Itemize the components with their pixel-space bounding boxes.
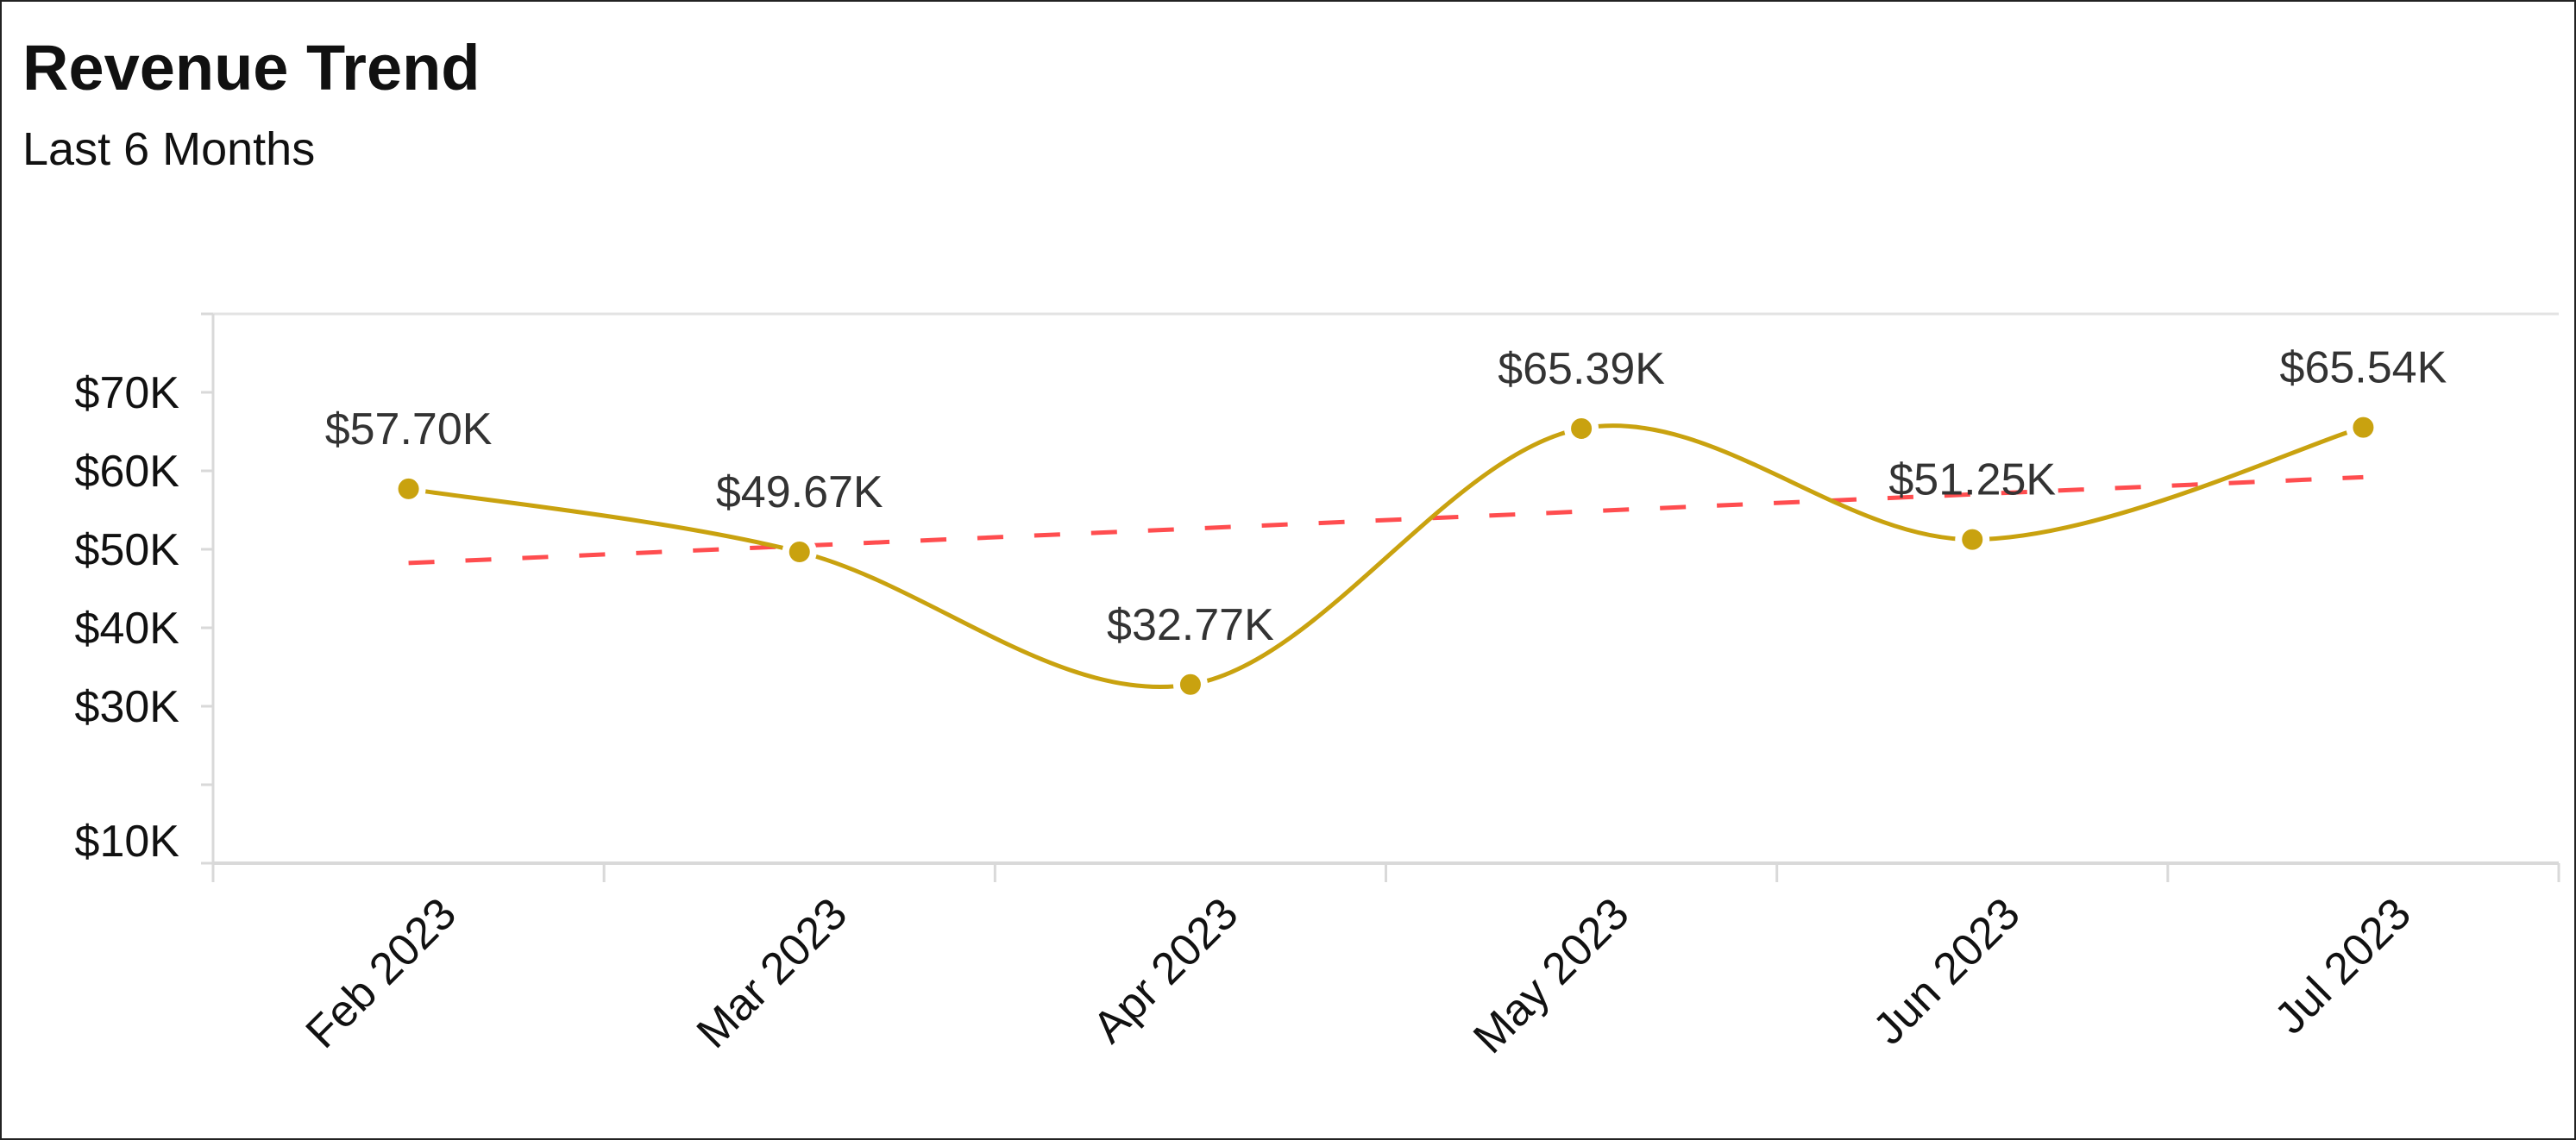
data-label: $65.39K [1498, 344, 1665, 394]
x-tick-label: Jul 2023 [2265, 888, 2421, 1043]
data-point [782, 535, 817, 570]
data-point [1955, 522, 1990, 557]
x-tick-label: May 2023 [1464, 888, 1638, 1062]
data-label: $57.70K [325, 404, 493, 454]
data-point [1564, 410, 1599, 446]
data-label: $65.54K [2280, 343, 2447, 393]
revenue-line [408, 423, 2365, 689]
y-tick-label: $70K [75, 368, 180, 418]
y-tick-label: $10K [75, 817, 180, 867]
data-label: $49.67K [716, 467, 883, 517]
data-point [2346, 410, 2381, 445]
y-tick-label: $30K [75, 682, 180, 732]
data-point [1172, 667, 1208, 702]
x-tick-label: Feb 2023 [297, 888, 466, 1057]
y-tick-label: $50K [75, 525, 180, 575]
data-label: $51.25K [1888, 455, 2056, 505]
chart-subtitle: Last 6 Months [22, 123, 316, 175]
x-tick-label: Apr 2023 [1084, 888, 1247, 1052]
trendline [408, 474, 2364, 566]
data-point [391, 471, 426, 506]
x-tick-label: Jun 2023 [1863, 888, 2029, 1054]
y-tick-label: $40K [75, 604, 180, 654]
data-label: $32.77K [1107, 600, 1274, 650]
x-tick-label: Mar 2023 [688, 888, 857, 1057]
y-tick-label: $60K [75, 447, 180, 497]
chart-title: Revenue Trend [22, 32, 481, 103]
